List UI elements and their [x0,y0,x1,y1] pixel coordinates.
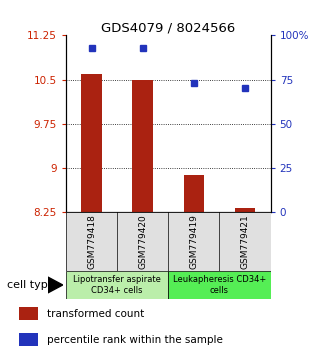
Text: GSM779421: GSM779421 [241,214,249,269]
Polygon shape [48,277,63,293]
Text: Lipotransfer aspirate
CD34+ cells: Lipotransfer aspirate CD34+ cells [73,275,161,295]
Bar [66,271,168,299]
Text: transformed count: transformed count [47,309,145,319]
Bar [19,333,38,346]
Text: GSM779419: GSM779419 [189,214,198,269]
Text: GSM779420: GSM779420 [138,214,147,269]
Bar [183,175,204,212]
Bar [235,208,255,212]
Text: cell type: cell type [7,280,54,290]
Text: GSM779418: GSM779418 [87,214,96,269]
Bar [81,74,102,212]
Title: GDS4079 / 8024566: GDS4079 / 8024566 [101,21,235,34]
Text: percentile rank within the sample: percentile rank within the sample [47,335,223,344]
Bar [19,307,38,320]
Text: Leukapheresis CD34+
cells: Leukapheresis CD34+ cells [173,275,266,295]
Bar [133,80,153,212]
Bar [168,271,271,299]
